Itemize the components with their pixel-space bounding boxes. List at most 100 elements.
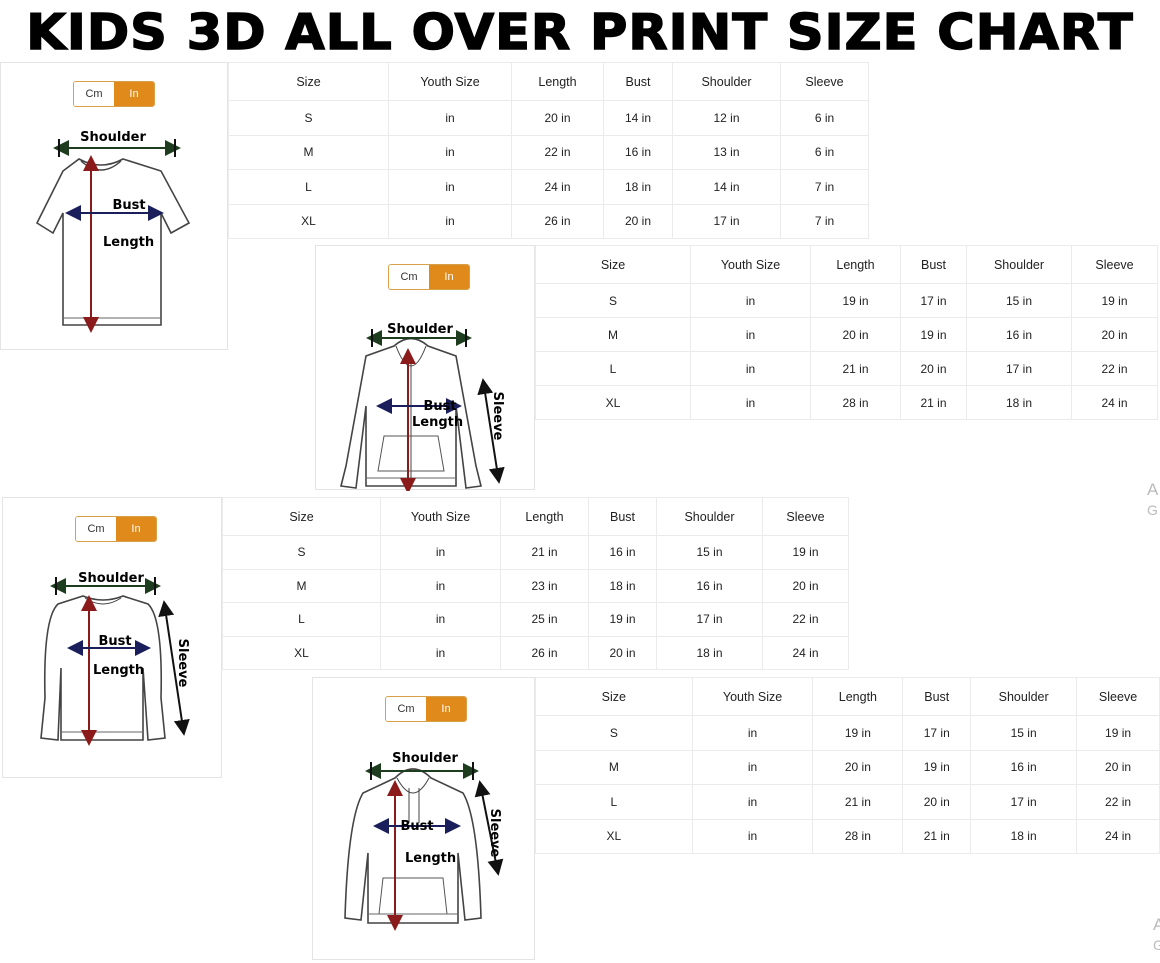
table-cell: in [691, 784, 814, 820]
table-cell: 6 in [780, 100, 869, 136]
table-cell: M [535, 749, 693, 785]
table-cell: 24 in [1076, 818, 1160, 854]
shoulder-label: Shoulder [387, 322, 453, 337]
table-header-row: Size Youth Size Length Bust Shoulder Sleeve [535, 245, 1158, 284]
table-cell: 22 in [1071, 351, 1158, 386]
table-cell: 17 in [672, 203, 781, 239]
table-cell: L [535, 351, 691, 386]
table-cell: 19 in [812, 715, 904, 751]
column-header: Size [535, 245, 691, 284]
bust-label: Bust [112, 198, 145, 213]
table-cell: 20 in [1076, 749, 1160, 785]
column-header: Sleeve [762, 497, 849, 536]
length-label: Length [93, 663, 144, 678]
column-header: Size [228, 62, 389, 101]
table-header-row: Size Youth Size Length Bust Shoulder Sleeve [228, 62, 869, 101]
table-cell: 22 in [1076, 784, 1160, 820]
table-cell: M [535, 317, 691, 352]
table-cell: 19 in [902, 749, 972, 785]
table-cell: 15 in [970, 715, 1078, 751]
table-cell: M [222, 568, 381, 603]
unit-toggle[interactable]: Cm In [385, 696, 467, 722]
table-cell: 14 in [672, 169, 781, 205]
unit-in-button[interactable]: In [429, 265, 469, 289]
table-cell: S [228, 100, 389, 136]
watermark-line: G [1147, 502, 1158, 518]
pullover-hoodie-icon: Shoulder Bust Length Sleeve [344, 751, 504, 931]
table-cell: 17 in [656, 602, 763, 637]
table-cell: 24 in [1071, 385, 1158, 420]
column-header: Length [500, 497, 589, 536]
length-label: Length [103, 235, 154, 250]
column-header: Bust [900, 245, 967, 284]
table-cell: M [228, 134, 389, 170]
column-header: Shoulder [966, 245, 1072, 284]
unit-cm-button[interactable]: Cm [389, 265, 429, 289]
table-cell: in [691, 715, 814, 751]
column-header: Length [511, 62, 604, 101]
column-header: Bust [902, 677, 972, 716]
table-cell: 18 in [970, 818, 1078, 854]
table-cell: 17 in [970, 784, 1078, 820]
table-cell: 19 in [900, 317, 967, 352]
long-sleeve-shirt-icon: Shoulder Bust Length Sleeve [40, 571, 190, 746]
table-cell: 21 in [902, 818, 972, 854]
table-cell: 22 in [762, 602, 849, 637]
table-cell: 21 in [810, 351, 901, 386]
table-cell: 28 in [812, 818, 904, 854]
garment-diagram: Shoulder Bust Length Cm In [0, 62, 228, 350]
bust-label: Bust [98, 634, 131, 649]
shoulder-label: Shoulder [392, 751, 458, 766]
table-cell: in [380, 602, 501, 637]
table-cell: 20 in [810, 317, 901, 352]
column-header: Sleeve [1071, 245, 1158, 284]
table-cell: S [535, 715, 693, 751]
bust-label: Bust [400, 819, 433, 834]
length-label: Length [412, 415, 463, 430]
watermark-text: A G [1147, 480, 1158, 520]
unit-toggle[interactable]: Cm In [73, 81, 155, 107]
table-cell: 24 in [762, 635, 849, 670]
unit-toggle[interactable]: Cm In [75, 516, 157, 542]
table-cell: 23 in [500, 568, 589, 603]
table-cell: XL [535, 385, 691, 420]
column-header: Size [535, 677, 693, 716]
table-cell: 18 in [966, 385, 1072, 420]
garment-diagram: Shoulder Bust Length Sleeve Cm In [315, 245, 535, 491]
unit-in-button[interactable]: In [426, 697, 466, 721]
table-cell: in [380, 568, 501, 603]
table-cell: 19 in [810, 283, 901, 318]
table-cell: 26 in [511, 203, 604, 239]
unit-cm-button[interactable]: Cm [74, 82, 114, 106]
table-cell: 7 in [780, 203, 869, 239]
column-header: Youth Size [691, 677, 814, 716]
table-cell: 19 in [588, 602, 657, 637]
table-cell: 20 in [762, 568, 849, 603]
unit-cm-button[interactable]: Cm [386, 697, 426, 721]
table-cell: 15 in [966, 283, 1072, 318]
unit-in-button[interactable]: In [114, 82, 154, 106]
unit-toggle[interactable]: Cm In [388, 264, 470, 290]
column-header: Size [222, 497, 381, 536]
sleeve-label: Sleeve [490, 392, 505, 441]
watermark-line: A [1147, 480, 1159, 499]
column-header: Length [810, 245, 901, 284]
table-cell: 20 in [588, 635, 657, 670]
table-cell: in [690, 351, 811, 386]
unit-in-button[interactable]: In [116, 517, 156, 541]
table-cell: S [535, 283, 691, 318]
table-row: XL in 28 in 21 in 18 in 24 in [535, 818, 1160, 854]
table-cell: L [535, 784, 693, 820]
column-header: Youth Size [380, 497, 501, 536]
column-header: Length [812, 677, 904, 716]
table-cell: 18 in [656, 635, 763, 670]
unit-cm-button[interactable]: Cm [76, 517, 116, 541]
shoulder-label: Shoulder [78, 571, 144, 586]
